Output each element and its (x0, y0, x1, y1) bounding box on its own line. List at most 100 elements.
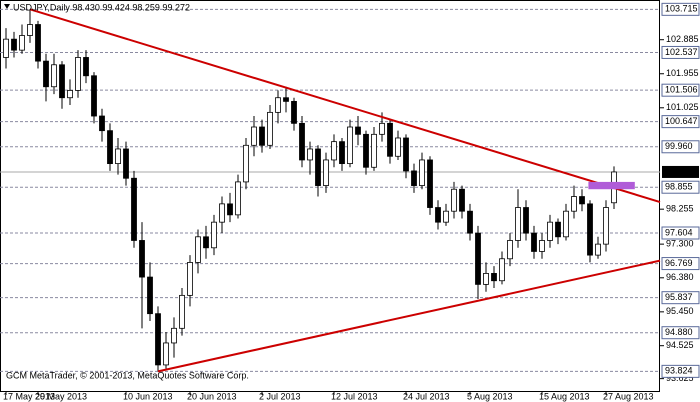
candle-body (459, 188, 465, 212)
zone (588, 181, 635, 190)
trendline (157, 259, 661, 373)
y-tick-label: 95.450 (666, 306, 694, 316)
candle-body (139, 240, 145, 278)
candle-body (35, 24, 41, 62)
candle-body (363, 133, 369, 168)
candle-body (275, 97, 281, 113)
candle-body (427, 159, 433, 208)
level-label: 103.715 (665, 4, 698, 14)
candle-body (523, 207, 529, 234)
candle-body (563, 210, 569, 238)
level-box (661, 2, 700, 16)
plot-frame (0, 0, 660, 392)
y-tick-label: 101.955 (666, 68, 699, 78)
y-tick-label: 102.885 (666, 34, 699, 44)
candle-body (187, 262, 193, 296)
x-tick-label: 2 Jul 2013 (259, 391, 301, 401)
candle-body (179, 294, 185, 329)
candle-body (443, 210, 449, 223)
candle-body (227, 203, 233, 216)
candle-body (251, 126, 257, 146)
candle-body (131, 177, 137, 241)
candle-body (331, 141, 337, 161)
candle-body (235, 181, 241, 216)
level-box (661, 226, 700, 240)
y-tick-label: 101.025 (666, 102, 699, 112)
level-label: 99.960 (665, 141, 693, 151)
footer-text: GCM MetaTrader, © 2001-2013, MetaQuotes … (6, 370, 249, 380)
candle-body (339, 141, 345, 165)
candle-body (315, 148, 321, 186)
candle-body (403, 137, 409, 172)
candle-body (163, 342, 169, 366)
candle-body (355, 126, 361, 135)
level-box (661, 291, 700, 305)
candle-body (59, 64, 65, 99)
candle-body (171, 327, 177, 344)
candle-body (371, 133, 377, 168)
candle-body (83, 57, 89, 77)
level-box (661, 326, 700, 340)
candle-body (411, 170, 417, 186)
candle-body (483, 273, 489, 285)
candle-body (475, 232, 481, 285)
level-box (661, 45, 700, 59)
chart-title: USDJPY,Daily 98.430 99.424 98.259 99.272 (13, 2, 190, 12)
candle-body (123, 148, 129, 179)
trendline (29, 8, 661, 203)
candle-body (299, 122, 305, 161)
candle-body (243, 144, 249, 183)
x-tick-label: 10 Jun 2013 (123, 391, 173, 401)
level-box (661, 140, 700, 154)
candle-body (387, 122, 393, 157)
candle-body (211, 221, 217, 249)
candle-body (467, 210, 473, 234)
candle-body (155, 313, 161, 366)
candle-body (67, 90, 73, 99)
candle-body (27, 24, 33, 36)
candle-body (203, 236, 209, 249)
y-tick-label: 97.300 (666, 239, 694, 249)
candle-body (147, 276, 153, 315)
candle-body (267, 111, 273, 146)
current-price-label: 99.272 (665, 166, 693, 176)
level-label: 98.855 (665, 182, 693, 192)
candle-body (579, 196, 585, 205)
y-tick-label: 96.380 (666, 272, 694, 282)
candle-body (499, 258, 505, 282)
candle-body (43, 60, 49, 88)
candle-body (539, 240, 545, 252)
candle-body (595, 243, 601, 256)
candle-body (3, 38, 9, 58)
level-box (661, 83, 700, 97)
candle-body (259, 126, 265, 146)
level-box (661, 115, 700, 129)
level-label: 95.837 (665, 292, 693, 302)
candle-body (107, 130, 113, 165)
x-tick-label: 17 May 2013 (3, 391, 55, 401)
level-label: 94.880 (665, 327, 693, 337)
x-tick-label: 24 Jul 2013 (403, 391, 450, 401)
current-price-box (662, 165, 699, 178)
level-label: 93.824 (665, 366, 693, 376)
x-tick-label: 27 Aug 2013 (603, 391, 654, 401)
level-box (661, 364, 700, 378)
level-label: 100.647 (665, 116, 698, 126)
level-label: 96.769 (665, 258, 693, 268)
candle-body (451, 188, 457, 212)
y-tick-label: 98.255 (666, 204, 694, 214)
candle-body (507, 240, 513, 260)
candle-body (531, 232, 537, 252)
candle-body (323, 159, 329, 186)
candle-body (435, 207, 441, 223)
x-tick-label: 29 May 2013 (35, 391, 87, 401)
candle-body (547, 221, 553, 241)
marks (3, 8, 661, 373)
candle-body (555, 221, 561, 238)
axis: 102.885 101.955 101.025 98.255 97.300 96.380 9… (3, 2, 700, 401)
header-icon (4, 4, 10, 9)
candle-body (75, 57, 81, 91)
candle-body (587, 203, 593, 256)
candle-body (603, 207, 609, 245)
